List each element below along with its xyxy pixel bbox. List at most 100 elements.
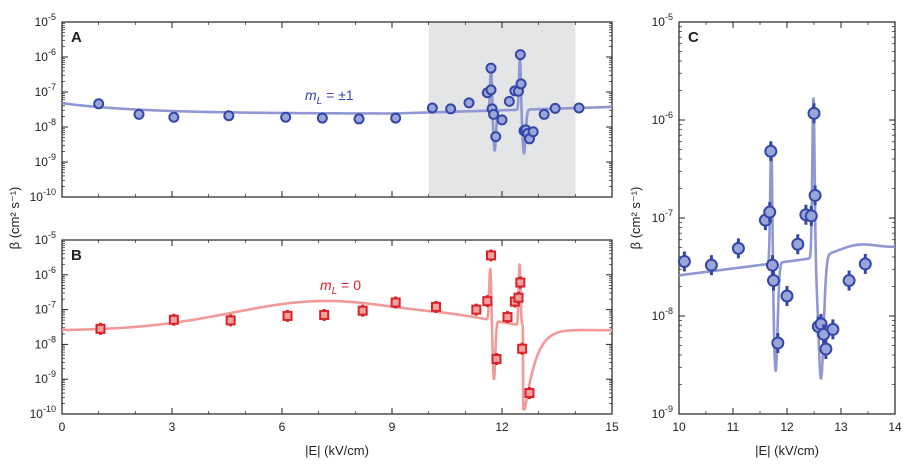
data-point	[426, 102, 438, 114]
panel-label: C	[688, 29, 699, 46]
y-tick-label: 10-9	[35, 369, 56, 386]
data-point	[316, 112, 328, 124]
x-tick-label: 10	[672, 420, 686, 434]
data-point	[515, 276, 526, 289]
theory-curve	[62, 56, 612, 155]
panel-a: 10-10 10-9 10-8 10-7 10-6 10-5 AmL = ±1	[30, 12, 613, 204]
data-point	[225, 314, 236, 327]
data-point	[842, 270, 856, 291]
data-point	[503, 95, 515, 107]
x-tick-label: 15	[605, 420, 619, 434]
y-tick-label: 10-10	[30, 404, 56, 421]
data-point	[826, 319, 840, 340]
data-point	[485, 62, 497, 74]
plot-frame	[678, 21, 896, 415]
data-point	[808, 185, 822, 206]
data-point	[133, 108, 145, 120]
data-point	[471, 303, 482, 316]
data-point	[513, 291, 524, 304]
data-point	[819, 339, 833, 360]
data-point	[764, 141, 778, 162]
data-point	[485, 84, 497, 96]
theory-curve	[679, 97, 895, 380]
data-point	[168, 111, 180, 123]
data-point	[677, 251, 691, 272]
x-tick-label: 12	[780, 420, 794, 434]
x-axis-title: |E| (kV/cm)	[755, 443, 819, 458]
y-tick-label: 10-9	[35, 152, 56, 169]
data-point	[791, 234, 805, 255]
panel-b: 10-10 10-9 10-8 10-7 10-6 10-5 0 3 6 9 12 15 BmL = 0	[30, 230, 619, 434]
x-tick-label: 11	[727, 420, 740, 434]
plot-frame	[61, 239, 613, 415]
panel-label: A	[71, 29, 82, 46]
x-tick-label: 6	[279, 420, 286, 434]
y-tick-label: 10-9	[652, 404, 673, 421]
data-point	[280, 111, 292, 123]
y-tick-label: 10-7	[35, 300, 56, 317]
data-point	[463, 97, 475, 109]
y-tick-label: 10-7	[652, 208, 673, 225]
data-point	[390, 296, 401, 309]
data-point	[168, 313, 179, 326]
data-point	[223, 110, 235, 122]
y-tick-label: 10-5	[35, 12, 56, 29]
data-point	[524, 387, 535, 400]
data-point	[731, 238, 745, 259]
y-tick-label: 10-8	[35, 117, 56, 134]
data-point	[319, 308, 330, 321]
y-tick-label: 10-8	[35, 334, 56, 351]
data-point	[490, 131, 502, 143]
data-point	[515, 78, 527, 90]
data-point	[804, 205, 818, 226]
panel-c: 10-9 10-8 10-7 10-6 10-5 10 11 12 13 14 C	[652, 12, 902, 434]
data-point	[807, 103, 821, 124]
x-tick-label: 12	[495, 420, 509, 434]
series-label: mL = ±1	[305, 87, 354, 107]
y-tick-label: 10-8	[652, 306, 673, 323]
data-point	[482, 295, 493, 308]
data-point	[496, 114, 508, 126]
data-point	[817, 324, 831, 345]
data-point	[527, 126, 539, 138]
data-point	[549, 102, 561, 114]
data-point	[390, 112, 402, 124]
panel-label: B	[71, 247, 82, 264]
y-tick-label: 10-5	[652, 12, 673, 29]
x-tick-label: 0	[59, 420, 66, 434]
data-point	[95, 322, 106, 335]
y-tick-label: 10-10	[30, 187, 56, 204]
y-axis-title: β (cm² s⁻¹)	[628, 187, 643, 250]
data-point	[858, 253, 872, 274]
data-point	[538, 108, 550, 120]
data-point	[767, 270, 780, 291]
data-point	[491, 353, 502, 366]
data-point	[704, 255, 718, 276]
data-point	[488, 108, 500, 120]
y-tick-label: 10-6	[35, 47, 56, 64]
data-point	[771, 333, 785, 354]
y-tick-label: 10-6	[652, 110, 673, 127]
x-tick-label: 9	[389, 420, 396, 434]
data-point	[763, 202, 777, 223]
data-point	[486, 249, 496, 262]
x-tick-label: 13	[834, 420, 848, 434]
data-point	[445, 103, 457, 115]
y-tick-label: 10-6	[35, 265, 56, 282]
data-point	[93, 98, 105, 110]
series-label: mL = 0	[320, 277, 361, 297]
plot-frame	[61, 21, 613, 198]
x-tick-label: 14	[888, 420, 902, 434]
data-point	[780, 285, 794, 306]
data-point	[357, 304, 368, 317]
data-point	[502, 311, 513, 324]
data-point	[353, 113, 365, 125]
data-point	[282, 309, 293, 322]
data-point	[514, 49, 526, 61]
x-tick-label: 3	[169, 420, 176, 434]
data-point	[573, 102, 585, 114]
y-axis-title: β (cm² s⁻¹)	[7, 187, 22, 250]
x-axis-title: |E| (kV/cm)	[305, 443, 369, 458]
data-point	[431, 300, 441, 313]
